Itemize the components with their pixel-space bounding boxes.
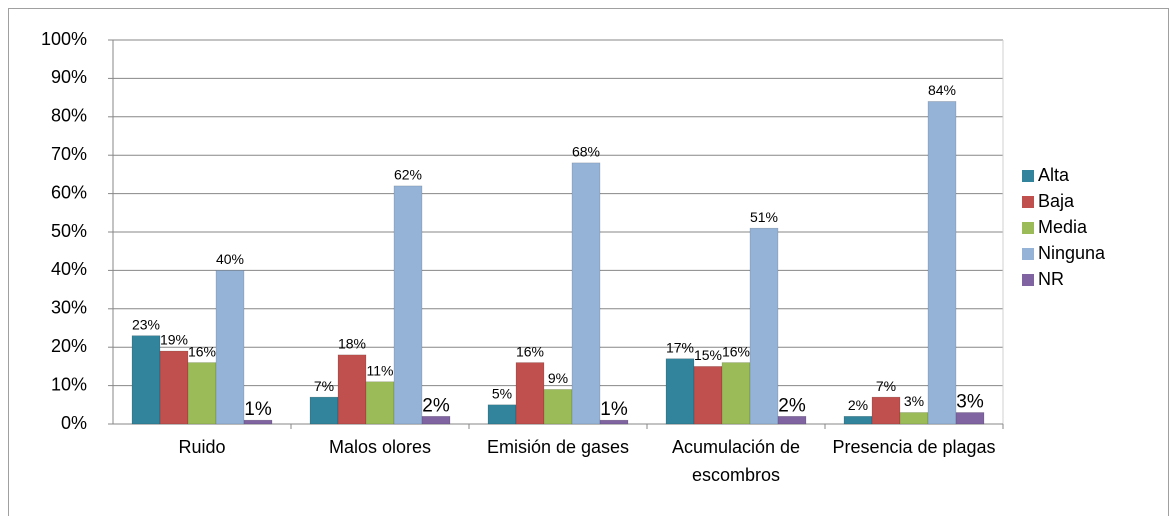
bar [243, 419, 273, 425]
data-label: 5% [492, 386, 512, 402]
data-label: 1% [600, 399, 628, 420]
data-label: 62% [394, 167, 422, 183]
bar [131, 335, 161, 425]
y-tick-label: 40% [51, 259, 87, 279]
bar [159, 350, 189, 425]
y-tick-label: 50% [51, 221, 87, 241]
legend-swatch [1022, 196, 1034, 208]
legend-swatch [1022, 222, 1034, 234]
legend-swatch [1022, 248, 1034, 260]
data-label: 17% [666, 339, 694, 355]
data-label: 3% [956, 391, 984, 412]
data-label: 9% [548, 370, 568, 386]
y-tick-label: 30% [51, 298, 87, 318]
bar [187, 362, 217, 425]
data-label: 11% [367, 362, 394, 378]
bar [421, 416, 451, 425]
bar [571, 162, 601, 425]
bar [927, 101, 957, 425]
x-tick-label: Presencia de plagas [832, 437, 996, 457]
y-tick-label: 0% [61, 413, 87, 433]
data-label: 2% [422, 395, 450, 416]
bar [749, 227, 779, 425]
x-tick-label: Acumulación de escombros [671, 437, 801, 485]
y-tick-label: 90% [51, 67, 87, 87]
y-tick-label: 60% [51, 182, 87, 202]
data-label: 1% [244, 399, 272, 420]
legend-label: Ninguna [1038, 243, 1106, 263]
data-label: 68% [572, 144, 600, 160]
data-label: 15% [694, 347, 722, 363]
bar [599, 419, 629, 425]
data-label: 2% [778, 395, 806, 416]
bar [487, 404, 517, 425]
bar [215, 270, 245, 425]
legend-label: Media [1038, 217, 1088, 237]
data-label: 3% [904, 393, 924, 409]
legend-swatch [1022, 170, 1034, 182]
bar [393, 185, 423, 425]
x-tick-label: Ruido [178, 437, 226, 457]
y-tick-label: 100% [41, 29, 87, 49]
x-tick-label: Emisión de gases [486, 437, 630, 457]
bar [337, 354, 367, 425]
data-label: 40% [216, 251, 244, 267]
x-tick-label: Malos olores [328, 437, 432, 457]
data-label: 7% [314, 378, 334, 394]
data-label: 19% [160, 332, 188, 348]
data-label: 7% [876, 378, 896, 394]
data-label: 2% [848, 397, 868, 413]
data-label: 23% [132, 316, 160, 332]
bar [515, 362, 545, 425]
data-label: 18% [338, 336, 366, 352]
bar [955, 412, 985, 425]
bar [309, 396, 339, 425]
bar [543, 389, 573, 425]
legend-label: Baja [1038, 191, 1075, 211]
legend-label: NR [1038, 269, 1064, 289]
bar [665, 358, 695, 425]
data-label: 16% [516, 343, 544, 359]
bar [871, 396, 901, 425]
y-tick-label: 10% [51, 374, 87, 394]
chart-border [8, 8, 1169, 516]
data-label: 16% [722, 343, 750, 359]
bar [843, 416, 873, 425]
y-tick-label: 20% [51, 336, 87, 356]
legend-label: Alta [1038, 165, 1070, 185]
bar [721, 362, 751, 425]
bar [693, 366, 723, 425]
bar [777, 416, 807, 425]
bar [365, 381, 395, 425]
data-label: 84% [928, 82, 956, 98]
bar [899, 412, 929, 425]
y-tick-label: 80% [51, 106, 87, 126]
legend-swatch [1022, 274, 1034, 286]
data-label: 51% [750, 209, 778, 225]
y-tick-label: 70% [51, 144, 87, 164]
data-label: 16% [188, 343, 216, 359]
